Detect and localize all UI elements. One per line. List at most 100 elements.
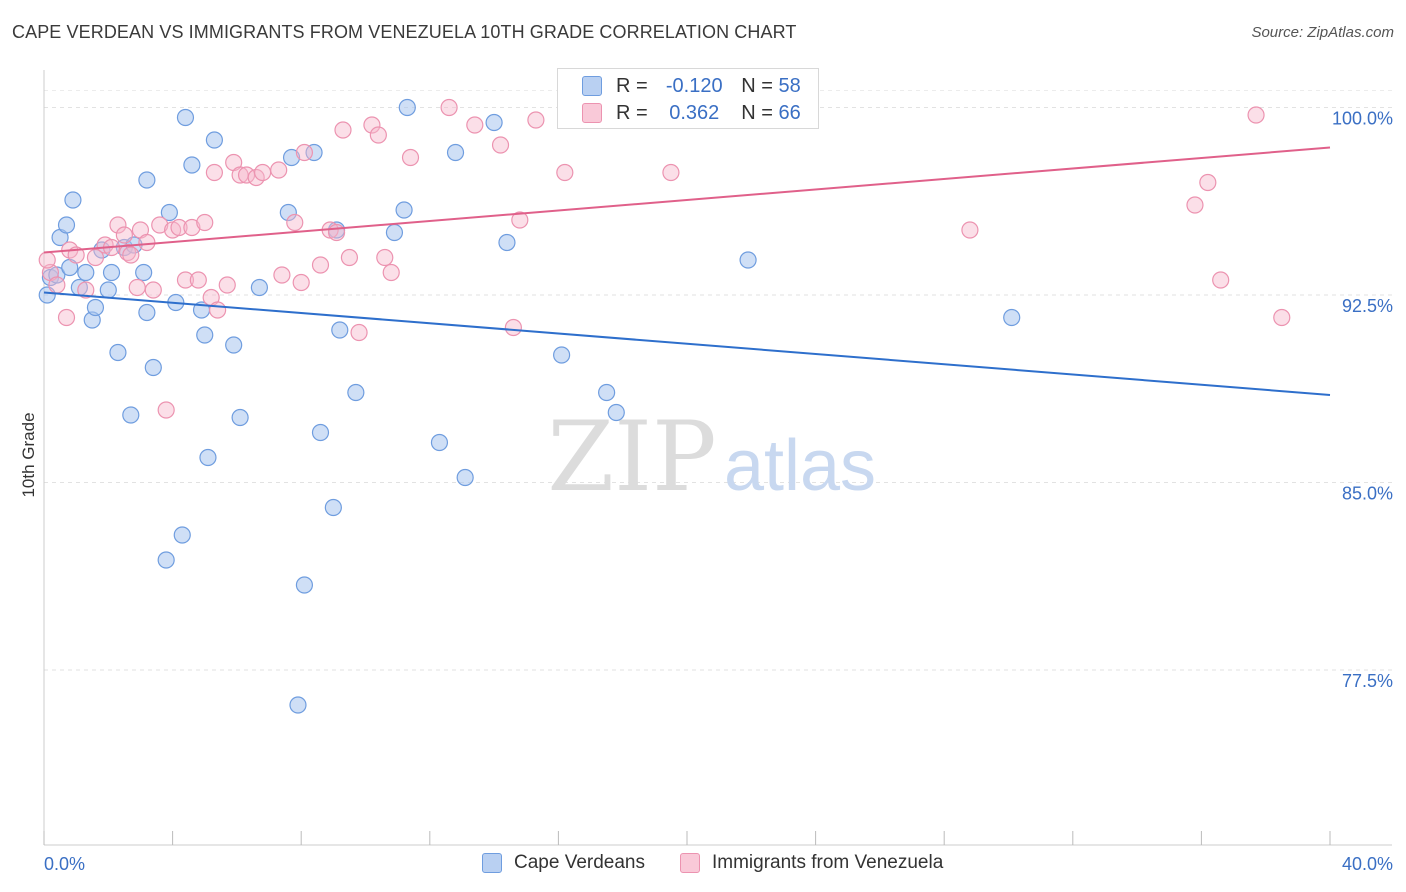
point-venezuela: [170, 218, 188, 237]
point-cape-verdean: [196, 326, 214, 344]
axes: [43, 70, 1392, 846]
point-venezuela: [556, 163, 574, 182]
point-cape-verdean: [138, 303, 156, 322]
point-venezuela: [295, 143, 314, 162]
point-venezuela: [369, 126, 387, 144]
point-venezuela: [270, 161, 288, 179]
point-venezuela: [1273, 308, 1291, 327]
point-cape-verdean: [485, 113, 503, 132]
series-venezuela: [38, 98, 1291, 419]
point-cape-verdean: [183, 156, 201, 174]
point-cape-verdean: [86, 298, 105, 317]
point-venezuela: [466, 116, 484, 134]
point-venezuela: [109, 216, 127, 234]
point-cape-verdean: [598, 383, 616, 402]
point-cape-verdean: [231, 408, 249, 427]
point-cape-verdean: [109, 343, 127, 362]
pink-swatch: [680, 853, 700, 873]
point-venezuela: [144, 281, 162, 299]
point-venezuela: [273, 266, 291, 284]
watermark: ZIP atlas: [547, 401, 876, 513]
point-venezuela: [115, 226, 133, 244]
trend-line-venezuela: [43, 146, 1331, 254]
point-venezuela: [286, 213, 304, 232]
x-tick-label-max: 40.0%: [1342, 854, 1393, 874]
series-legend: Cape Verdeans Immigrants from Venezuela: [0, 852, 1406, 878]
chart-title: CAPE VERDEAN VS IMMIGRANTS FROM VENEZUEL…: [12, 22, 797, 42]
point-venezuela: [128, 278, 146, 297]
point-cape-verdean: [347, 383, 365, 402]
point-venezuela: [189, 271, 207, 289]
legend-label-venezuela: Immigrants from Venezuela: [712, 852, 944, 873]
point-cape-verdean: [173, 526, 191, 544]
point-venezuela: [382, 263, 400, 282]
point-venezuela: [340, 248, 359, 267]
legend-item-venezuela[interactable]: Immigrants from Venezuela: [680, 852, 943, 874]
point-cape-verdean: [331, 321, 349, 339]
point-cape-verdean: [1003, 308, 1021, 327]
point-venezuela: [363, 116, 381, 134]
r-label: R =: [616, 74, 648, 97]
point-venezuela: [254, 163, 272, 182]
point-cape-verdean: [282, 148, 301, 167]
legend-row-blue: R = -0.120 N = 58: [582, 74, 801, 98]
n-label: N =: [741, 101, 773, 124]
point-venezuela: [183, 218, 201, 237]
n-label: N =: [741, 74, 773, 97]
trend-line-cape-verdeans: [43, 291, 1331, 396]
stats-legend: R = -0.120 N = 58 R = 0.362 N = 66: [557, 68, 819, 129]
point-cape-verdean: [295, 576, 314, 594]
point-venezuela: [157, 401, 175, 419]
point-cape-verdean: [102, 263, 121, 282]
point-cape-verdean: [456, 468, 474, 487]
n-value-pink: 66: [778, 101, 801, 124]
point-cape-verdean: [122, 406, 140, 424]
y-tick-label: 77.5%: [1342, 671, 1393, 691]
point-cape-verdean: [739, 251, 757, 269]
point-venezuela: [38, 251, 56, 269]
point-cape-verdean: [205, 131, 223, 149]
point-venezuela: [1212, 271, 1230, 289]
point-venezuela: [48, 276, 66, 294]
point-cape-verdean: [324, 498, 342, 517]
point-cape-verdean: [553, 346, 571, 364]
y-axis-label: 10th Grade: [19, 412, 38, 497]
blue-swatch: [482, 853, 502, 873]
point-cape-verdean: [430, 433, 449, 452]
point-cape-verdean: [311, 423, 330, 442]
point-venezuela: [118, 243, 137, 262]
point-cape-verdean: [157, 551, 175, 569]
n-value-blue: 58: [778, 74, 801, 97]
source-label: Source: ZipAtlas.com: [1251, 24, 1394, 41]
r-value-pink: 0.362: [669, 101, 720, 124]
point-venezuela: [138, 233, 156, 252]
tick-labels: 100.0% 92.5% 85.0% 77.5% 0.0% 40.0%: [44, 109, 1393, 875]
point-venezuela: [1199, 173, 1217, 192]
x-tick-label-min: 0.0%: [44, 854, 85, 874]
y-tick-label: 100.0%: [1332, 109, 1393, 129]
legend-label-cape-verdeans: Cape Verdeans: [514, 852, 645, 873]
point-cape-verdean: [199, 448, 217, 467]
legend-row-pink: R = 0.362 N = 66: [582, 101, 801, 125]
point-cape-verdean: [160, 203, 178, 222]
trend-lines: [43, 146, 1331, 396]
point-venezuela: [311, 256, 330, 274]
point-venezuela: [176, 271, 195, 289]
point-cape-verdean: [225, 336, 243, 354]
point-venezuela: [491, 136, 510, 154]
point-cape-verdean: [176, 108, 195, 127]
point-venezuela: [662, 163, 680, 182]
point-cape-verdean: [385, 223, 404, 242]
blue-swatch: [582, 76, 602, 96]
point-venezuela: [57, 308, 76, 327]
point-venezuela: [327, 223, 346, 242]
point-venezuela: [122, 246, 140, 264]
y-tick-label: 85.0%: [1342, 484, 1393, 504]
point-venezuela: [961, 221, 979, 239]
point-venezuela: [1186, 196, 1204, 214]
point-cape-verdean: [607, 403, 625, 422]
r-label: R =: [616, 101, 648, 124]
legend-item-cape-verdeans[interactable]: Cape Verdeans: [482, 852, 645, 874]
point-cape-verdean: [64, 191, 82, 209]
